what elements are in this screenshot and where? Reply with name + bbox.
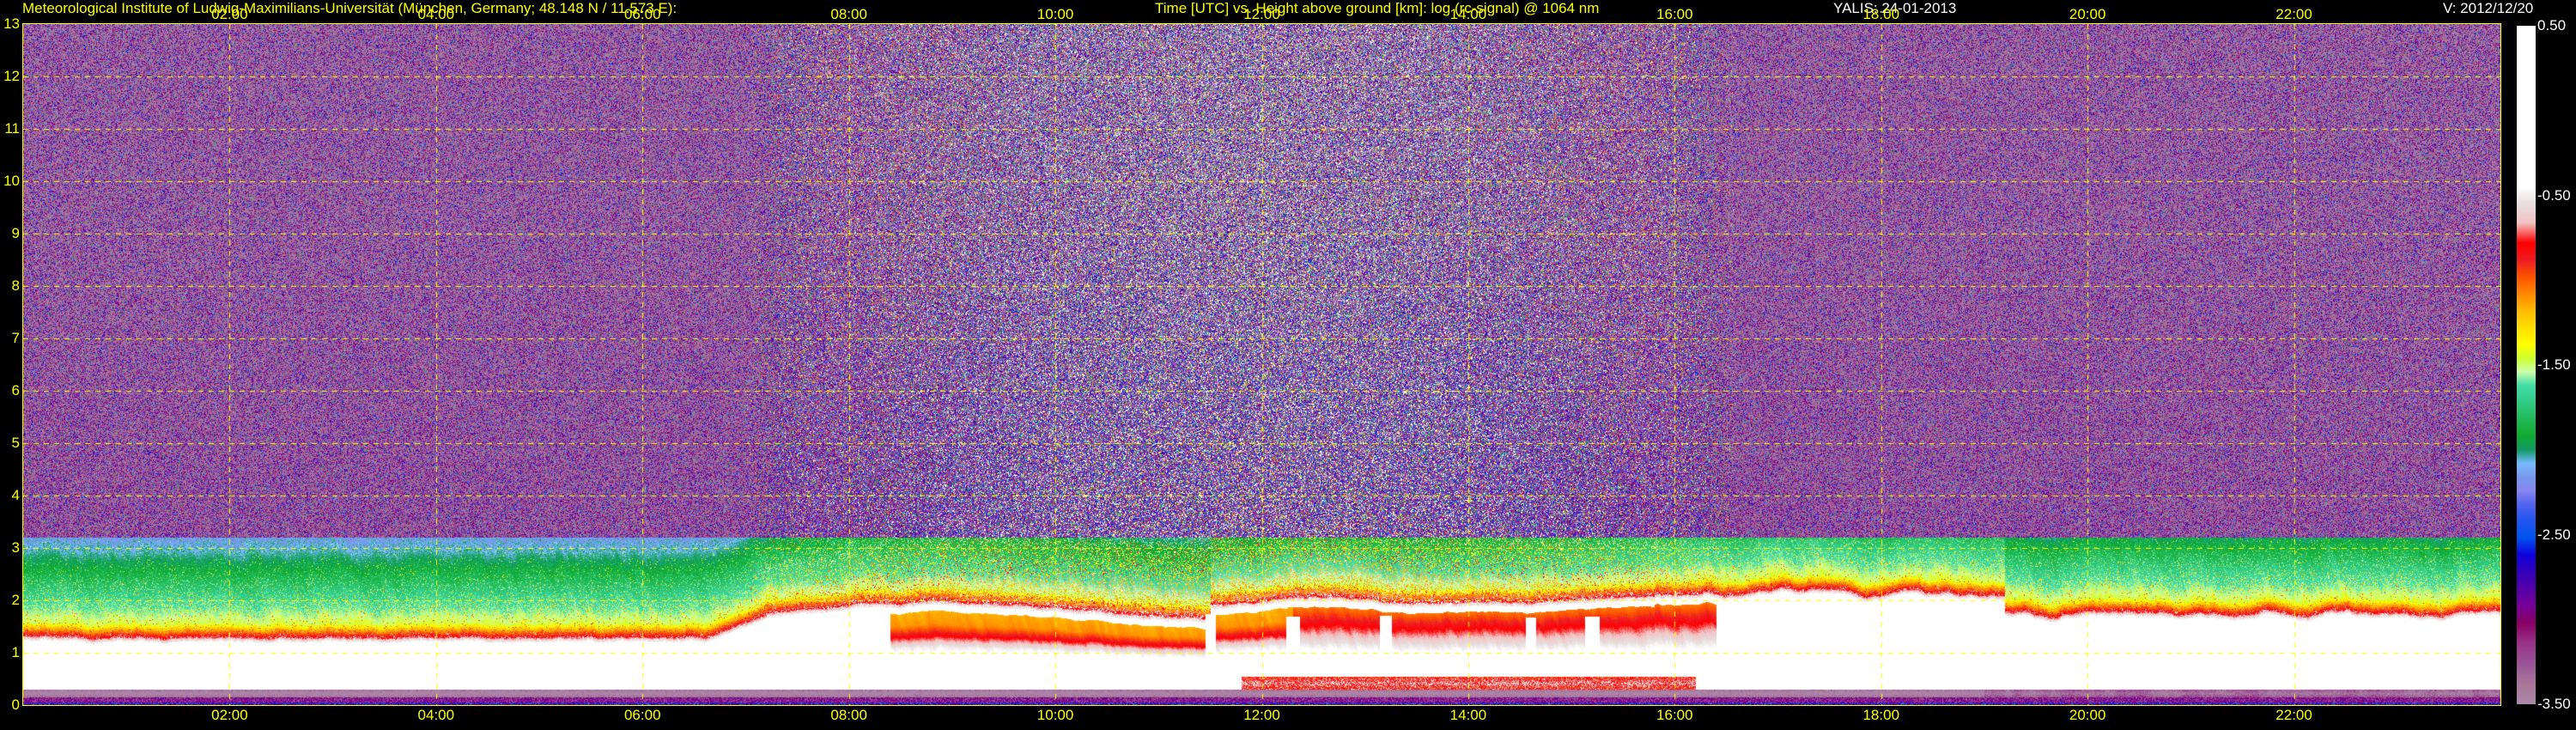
x-tick-label-bottom: 12:00 (1243, 707, 1280, 723)
header-institute: Meteorological Institute of Ludwig-Maxim… (22, 0, 677, 16)
colorbar-tick-label: -1.50 (2537, 356, 2571, 373)
x-tick-label-bottom: 20:00 (2069, 707, 2106, 723)
x-tick-label-top: 20:00 (2069, 6, 2106, 22)
x-axis-ticks-top: 02:00 04:00 06:00 08:00 10:00 12:00 14:00 16:00… (0, 7, 2576, 24)
x-tick-label-bottom: 22:00 (2275, 707, 2312, 723)
x-tick-label-top: 12:00 (1243, 6, 1280, 22)
colorbar-tick-label: -2.50 (2537, 526, 2571, 543)
x-tick-label-bottom: 04:00 (417, 707, 455, 723)
colorbar-tick-label: 0.50 (2537, 17, 2567, 33)
x-tick-label-top: 06:00 (623, 6, 661, 22)
y-tick-label: 0 (11, 697, 20, 713)
y-tick-label: 12 (3, 68, 20, 84)
y-tick-label: 11 (4, 120, 20, 137)
y-tick-label: 8 (11, 277, 20, 294)
x-tick-label-bottom: 18:00 (1862, 707, 1900, 723)
header-title: Time [UTC] vs. Height above ground [km]:… (1155, 0, 1600, 16)
x-tick-label-bottom: 10:00 (1036, 707, 1074, 723)
header-version: V: 2012/12/20 (2443, 0, 2534, 16)
colorbar-tick-labels: 0.50 -0.50 -1.50 -2.50 -3.50 (2537, 0, 2576, 730)
x-tick-label-bottom: 02:00 (211, 707, 248, 723)
y-tick-label: 3 (11, 539, 20, 556)
colorbar (2517, 26, 2536, 704)
y-tick-label: 13 (3, 15, 20, 32)
x-tick-label-top: 08:00 (830, 6, 867, 22)
x-tick-label-bottom: 16:00 (1656, 707, 1693, 723)
y-tick-label: 6 (11, 382, 20, 398)
y-tick-label: 7 (11, 330, 20, 346)
x-axis-ticks-bottom: 02:00 04:00 06:00 08:00 10:00 12:00 14:00 16:00… (0, 708, 2576, 727)
y-tick-label: 1 (11, 644, 20, 660)
x-tick-label-bottom: 08:00 (830, 707, 867, 723)
x-tick-label-top: 14:00 (1449, 6, 1487, 22)
y-tick-label: 9 (11, 225, 20, 241)
y-axis-ticks: 0 1 2 3 4 5 6 7 8 9 10 11 12 13 (0, 0, 23, 730)
x-tick-label-top: 02:00 (211, 6, 248, 22)
colorbar-tick-label: -0.50 (2537, 186, 2571, 204)
y-tick-label: 4 (11, 487, 20, 503)
header-instrument-date: YALIS: 24-01-2013 (1833, 0, 1957, 16)
x-tick-label-top: 16:00 (1656, 6, 1693, 22)
x-tick-label-top: 10:00 (1036, 6, 1074, 22)
figure-header: Meteorological Institute of Ludwig-Maxim… (0, 0, 2576, 17)
y-tick-label: 2 (11, 592, 20, 608)
y-tick-label: 10 (3, 173, 20, 189)
x-tick-label-top: 22:00 (2275, 6, 2312, 22)
heatmap-plot-area (23, 24, 2500, 705)
x-tick-label-top: 18:00 (1862, 6, 1900, 22)
x-tick-label-bottom: 14:00 (1449, 707, 1487, 723)
x-tick-label-top: 04:00 (417, 6, 455, 22)
colorbar-tick-label: -3.50 (2537, 696, 2571, 712)
y-tick-label: 5 (11, 435, 20, 451)
x-tick-label-bottom: 06:00 (623, 707, 661, 723)
